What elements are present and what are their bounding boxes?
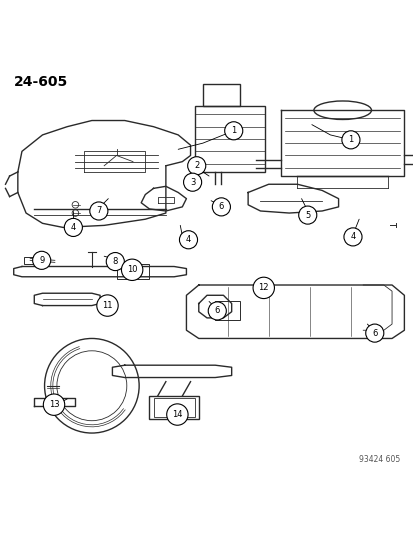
Circle shape [97, 295, 118, 316]
Text: 5: 5 [304, 211, 310, 220]
Circle shape [187, 157, 205, 175]
Circle shape [166, 404, 188, 425]
Text: 2: 2 [194, 161, 199, 170]
Text: 93424 605: 93424 605 [358, 455, 399, 464]
Circle shape [106, 253, 124, 271]
Text: 6: 6 [218, 203, 223, 212]
Circle shape [224, 122, 242, 140]
Circle shape [208, 302, 226, 320]
Circle shape [343, 228, 361, 246]
Text: 3: 3 [190, 177, 195, 187]
Text: 12: 12 [258, 284, 268, 293]
Text: 4: 4 [349, 232, 355, 241]
Text: 13: 13 [49, 400, 59, 409]
Bar [24, 256, 34, 264]
Bar [149, 396, 198, 418]
Circle shape [212, 198, 230, 216]
Circle shape [298, 206, 316, 224]
Circle shape [33, 251, 51, 269]
Text: 14: 14 [172, 410, 182, 419]
Bar [153, 398, 194, 417]
Circle shape [121, 259, 142, 280]
Circle shape [43, 394, 64, 415]
Text: 10: 10 [127, 265, 137, 274]
Circle shape [365, 324, 383, 342]
Circle shape [64, 219, 82, 237]
Text: 8: 8 [112, 257, 118, 266]
Bar [116, 264, 149, 279]
Text: 1: 1 [230, 126, 236, 135]
Circle shape [183, 173, 201, 191]
Text: 1: 1 [347, 135, 353, 144]
Circle shape [252, 277, 274, 298]
Circle shape [179, 231, 197, 249]
Text: 9: 9 [39, 256, 44, 265]
Text: 6: 6 [214, 306, 219, 316]
Text: 4: 4 [185, 235, 191, 244]
Circle shape [90, 202, 108, 220]
Text: 6: 6 [371, 329, 377, 337]
Text: 4: 4 [71, 223, 76, 232]
Circle shape [341, 131, 359, 149]
Text: 7: 7 [96, 206, 101, 215]
Text: 24-605: 24-605 [14, 75, 68, 90]
Bar [215, 302, 239, 320]
Text: 11: 11 [102, 301, 112, 310]
